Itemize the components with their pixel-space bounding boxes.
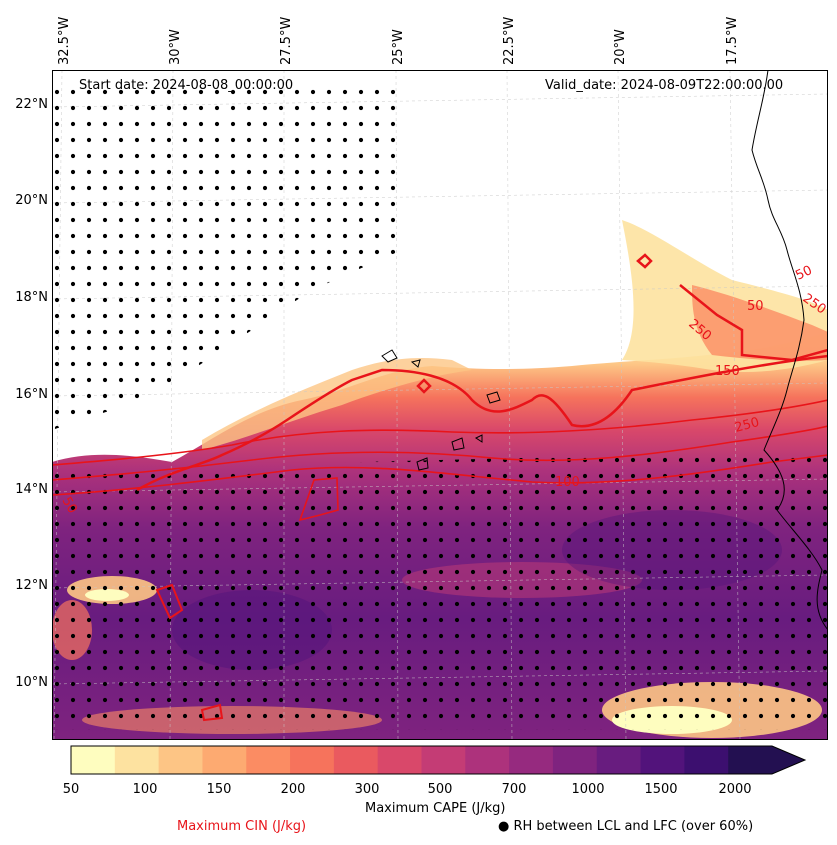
colorbar-cell bbox=[246, 746, 291, 774]
colorbar-tick: 50 bbox=[62, 782, 80, 797]
colorbar-cell bbox=[640, 746, 685, 774]
colorbar-cell bbox=[596, 746, 642, 774]
contour-label: 100 bbox=[555, 475, 580, 490]
colorbar-cell bbox=[421, 746, 466, 774]
cin-contour-closed bbox=[636, 253, 653, 269]
cape-fill-west bbox=[202, 358, 472, 450]
colorbar-tick: 1500 bbox=[644, 782, 678, 797]
colorbar-outline bbox=[70, 745, 807, 775]
contour-label: 50 bbox=[793, 263, 814, 284]
cin-contour-closed bbox=[155, 583, 184, 620]
valid-date-label: Valid_date: 2024-08-09T22:00:00.00 bbox=[545, 78, 784, 93]
lon-label: 27.5°W bbox=[279, 16, 294, 65]
cin-contour-50-ne bbox=[679, 284, 828, 362]
colorbar-cell bbox=[465, 746, 510, 774]
map-panel: 50 150 250 100 50 250 250 50 bbox=[52, 70, 828, 740]
contour-label: 150 bbox=[715, 364, 740, 379]
cin-contour-closed bbox=[298, 477, 339, 522]
lon-label: 22.5°W bbox=[502, 16, 517, 65]
lat-label: 12°N bbox=[15, 578, 48, 593]
lat-label: 18°N bbox=[15, 290, 48, 305]
lon-label: 17.5°W bbox=[725, 16, 740, 65]
colorbar-cell bbox=[202, 746, 247, 774]
colorbar-extend-arrow bbox=[772, 746, 805, 774]
lon-label: 20°W bbox=[613, 29, 628, 65]
colorbar-label: Maximum CAPE (J/kg) bbox=[365, 801, 506, 816]
coastline bbox=[751, 70, 828, 631]
colorbar-tick: 700 bbox=[501, 782, 527, 797]
rh-legend-label: ● RH between LCL and LFC (over 60%) bbox=[498, 819, 754, 834]
lon-label: 32.5°W bbox=[57, 16, 72, 65]
contour-label: 50 bbox=[59, 495, 80, 517]
colorbar-cell bbox=[114, 746, 160, 774]
colorbar-cell bbox=[552, 746, 598, 774]
colorbar-cell bbox=[509, 746, 554, 774]
colorbar-cell bbox=[728, 746, 773, 774]
colorbar-tick: 100 bbox=[132, 782, 158, 797]
cape-verde-islands bbox=[381, 349, 501, 471]
colorbar-cell bbox=[71, 746, 116, 774]
colorbar-cell bbox=[684, 746, 729, 774]
cin-contour-250 bbox=[52, 425, 828, 481]
contour-label: 50 bbox=[747, 299, 764, 314]
cin-contour-150 bbox=[52, 399, 828, 466]
cin-contour-labels: 50 150 250 100 50 250 250 50 bbox=[59, 263, 828, 516]
cin-contour-100 bbox=[52, 454, 828, 496]
start-date-label: Start date: 2024-08-08_00:00:00 bbox=[79, 78, 294, 93]
colorbar-cell bbox=[290, 746, 335, 774]
map-frame bbox=[52, 70, 828, 740]
lat-label: 14°N bbox=[15, 482, 48, 497]
cin-contours bbox=[52, 253, 828, 722]
colorbar-cell bbox=[333, 746, 379, 774]
colorbar bbox=[70, 745, 807, 775]
cin-contour-closed bbox=[200, 703, 224, 722]
colorbar-cell bbox=[377, 746, 422, 774]
colorbar-cells bbox=[71, 746, 773, 774]
colorbar-tick: 1000 bbox=[571, 782, 605, 797]
cape-fill-plume-ne-inner bbox=[692, 285, 828, 361]
rh-dots-south bbox=[52, 450, 828, 730]
lon-label: 25°W bbox=[391, 29, 406, 65]
colorbar-tick: 500 bbox=[427, 782, 453, 797]
lat-label: 16°N bbox=[15, 387, 48, 402]
rh-dots-northwest bbox=[52, 80, 402, 430]
lat-label: 20°N bbox=[15, 193, 48, 208]
colorbar-cell bbox=[158, 746, 203, 774]
contour-label: 250 bbox=[733, 415, 761, 436]
colorbar-tick: 150 bbox=[206, 782, 232, 797]
lat-label: 22°N bbox=[15, 97, 48, 112]
lon-label: 30°W bbox=[168, 29, 183, 65]
colorbar-tick: 200 bbox=[280, 782, 306, 797]
cin-contour-closed bbox=[416, 378, 432, 394]
cin-legend-label: Maximum CIN (J/kg) bbox=[177, 819, 307, 834]
colorbar-tick: 2000 bbox=[718, 782, 752, 797]
colorbar-tick: 300 bbox=[354, 782, 380, 797]
lat-label: 10°N bbox=[15, 675, 48, 690]
